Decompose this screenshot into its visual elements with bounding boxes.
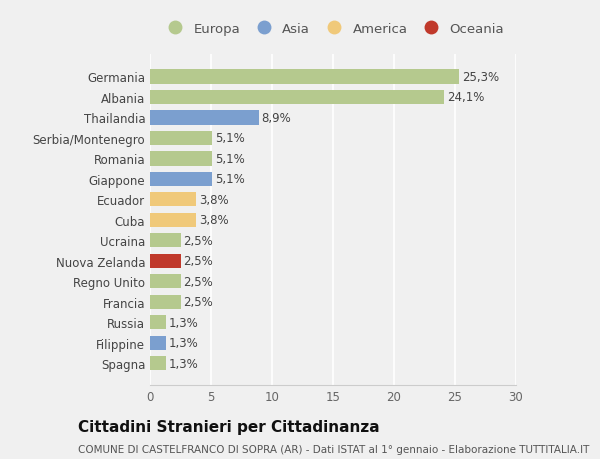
Text: Cittadini Stranieri per Cittadinanza: Cittadini Stranieri per Cittadinanza [78, 419, 380, 434]
Text: 1,3%: 1,3% [169, 316, 199, 329]
Bar [150, 111, 259, 125]
Text: 2,5%: 2,5% [184, 255, 214, 268]
Bar [150, 172, 212, 187]
Bar [150, 315, 166, 330]
Text: 24,1%: 24,1% [447, 91, 484, 104]
Text: 1,3%: 1,3% [169, 336, 199, 349]
Text: 3,8%: 3,8% [199, 193, 229, 207]
Legend: Europa, Asia, America, Oceania: Europa, Asia, America, Oceania [158, 19, 508, 39]
Bar [150, 274, 181, 289]
Bar [150, 193, 196, 207]
Bar [150, 90, 444, 105]
Text: 2,5%: 2,5% [184, 275, 214, 288]
Text: 25,3%: 25,3% [462, 71, 499, 84]
Bar [150, 356, 166, 370]
Text: 3,8%: 3,8% [199, 214, 229, 227]
Text: COMUNE DI CASTELFRANCO DI SOPRA (AR) - Dati ISTAT al 1° gennaio - Elaborazione T: COMUNE DI CASTELFRANCO DI SOPRA (AR) - D… [78, 444, 589, 454]
Text: 1,3%: 1,3% [169, 357, 199, 370]
Bar [150, 70, 458, 84]
Bar [150, 234, 181, 248]
Text: 5,1%: 5,1% [215, 132, 245, 145]
Text: 2,5%: 2,5% [184, 296, 214, 308]
Bar [150, 254, 181, 269]
Bar [150, 131, 212, 146]
Bar [150, 213, 196, 228]
Text: 5,1%: 5,1% [215, 152, 245, 166]
Text: 2,5%: 2,5% [184, 234, 214, 247]
Bar [150, 336, 166, 350]
Text: 5,1%: 5,1% [215, 173, 245, 186]
Bar [150, 295, 181, 309]
Text: 8,9%: 8,9% [262, 112, 292, 124]
Bar [150, 152, 212, 166]
